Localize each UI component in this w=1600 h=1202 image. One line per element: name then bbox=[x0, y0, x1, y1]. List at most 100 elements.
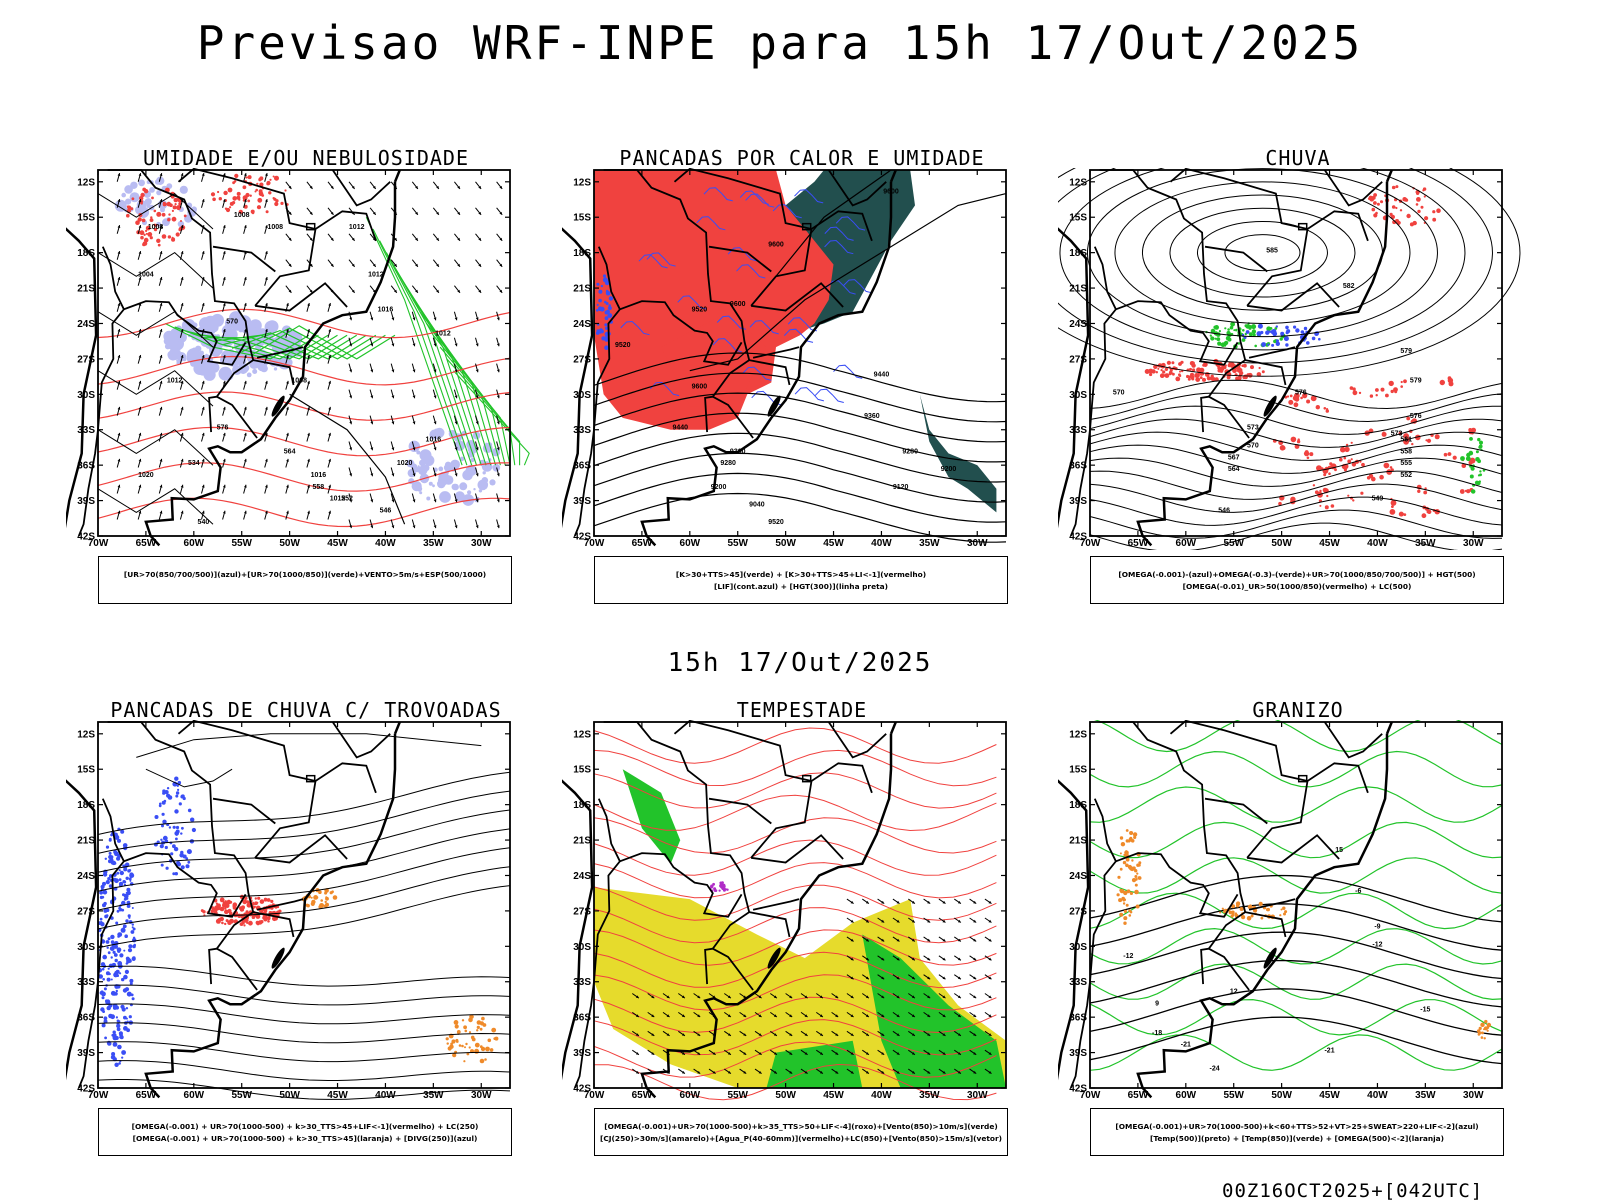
height-label: 9440 bbox=[874, 372, 890, 379]
omega-shade-orange bbox=[1247, 904, 1253, 910]
border-line bbox=[1169, 720, 1308, 782]
omega-shade-orange bbox=[1122, 860, 1127, 865]
federal-district bbox=[1297, 774, 1308, 783]
lon-tick-label: 65W bbox=[136, 538, 157, 549]
wind-vector-head bbox=[865, 976, 869, 980]
lon-tick-label: 30W bbox=[471, 1090, 492, 1101]
thickness-label-red bbox=[284, 189, 287, 192]
lon-tick-label: 65W bbox=[632, 1090, 653, 1101]
divergence-shade-blue bbox=[172, 844, 176, 849]
divergence-shade-blue bbox=[112, 1005, 117, 1010]
divergence-shade-blue bbox=[106, 1040, 111, 1045]
wind-vector-head bbox=[307, 380, 310, 384]
wind-vector-head bbox=[758, 995, 762, 999]
rain-shade-red bbox=[1330, 504, 1335, 508]
isobar-label: 1020 bbox=[138, 472, 154, 479]
divergence-shade-blue bbox=[101, 895, 105, 899]
wind-vector-head bbox=[286, 406, 289, 410]
wind-vector-head bbox=[789, 1014, 793, 1017]
humidity-shade-blue bbox=[121, 192, 126, 198]
divergence-shade-blue bbox=[124, 969, 129, 974]
height-label: 9120 bbox=[893, 484, 909, 491]
thunderstorm-shade-orange bbox=[320, 899, 323, 902]
omega-shade-orange bbox=[1138, 863, 1141, 867]
omega-shade-green bbox=[1274, 327, 1278, 330]
wind-vector-head bbox=[309, 263, 313, 267]
wind-vector-head bbox=[927, 957, 931, 961]
isobar-label: 558 bbox=[313, 484, 325, 491]
wind-vector-head bbox=[478, 289, 482, 293]
wind-vector-head bbox=[307, 484, 310, 488]
thickness-label-red bbox=[149, 236, 153, 240]
divergence-shade-blue bbox=[174, 809, 179, 814]
geopotential-contour bbox=[1058, 168, 1521, 377]
omega-shade-green bbox=[1214, 337, 1217, 340]
severe-storm-purple bbox=[714, 889, 718, 892]
wind-vector-head bbox=[635, 1071, 639, 1074]
humidity-shade-blue bbox=[423, 455, 435, 466]
rain-shade-red bbox=[1375, 394, 1378, 397]
omega-shade-green bbox=[1476, 481, 1481, 486]
rain-shade-red bbox=[1187, 377, 1191, 381]
thickness-label-red bbox=[142, 242, 146, 247]
isobar-label: 540 bbox=[198, 519, 210, 526]
wind-vector-head bbox=[973, 957, 977, 961]
wind-vector-head bbox=[957, 1033, 961, 1036]
lon-tick-label: 30W bbox=[967, 1090, 988, 1101]
rain-shade-red bbox=[1195, 377, 1201, 382]
thunderstorm-shade-red bbox=[242, 899, 248, 905]
wind-vector-head bbox=[973, 1052, 977, 1055]
omega-shade-green bbox=[1470, 466, 1475, 471]
lat-tick-label: 21S bbox=[1069, 284, 1087, 295]
wind-vector-head bbox=[773, 995, 777, 999]
lat-tick-label: 39S bbox=[573, 496, 591, 507]
wind-vector-head bbox=[804, 995, 808, 999]
lon-tick-label: 35W bbox=[1415, 1090, 1436, 1101]
divergence-shade-blue bbox=[114, 958, 118, 963]
wind-vector-head bbox=[328, 355, 331, 358]
wind-vector-head bbox=[743, 1052, 747, 1055]
divergence-shade-blue bbox=[126, 957, 131, 963]
thunderstorm-shade-red bbox=[267, 898, 270, 902]
wind-vector-head bbox=[911, 1071, 915, 1074]
thickness-label-red bbox=[126, 213, 130, 218]
lifted-index-contour-blue bbox=[604, 323, 608, 327]
divergence-shade-blue bbox=[128, 877, 132, 881]
wind-vector-head bbox=[457, 263, 460, 267]
wind-vector-head bbox=[138, 406, 142, 410]
humidity-shade-blue bbox=[246, 372, 252, 378]
wind-vector-head bbox=[286, 303, 289, 306]
geopotential-contour bbox=[1224, 234, 1301, 272]
plot-frame bbox=[1089, 169, 1503, 537]
wind-vector-head bbox=[349, 395, 353, 399]
lat-tick-label: 12S bbox=[77, 729, 95, 740]
divergence-shade-blue bbox=[114, 878, 119, 884]
wind-vector-head bbox=[758, 1033, 762, 1036]
lifted-index-contour-blue bbox=[602, 274, 607, 278]
streamline-250 bbox=[97, 1003, 511, 1025]
wind-vector-head bbox=[865, 919, 869, 923]
divergence-shade-blue bbox=[109, 946, 115, 951]
lifted-index-contour-blue bbox=[604, 300, 607, 304]
lat-tick-label: 24S bbox=[1069, 319, 1087, 330]
lat-tick-label: 36S bbox=[77, 461, 95, 472]
wind-vector-head bbox=[265, 277, 268, 280]
federal-district bbox=[305, 774, 316, 783]
wind-vector-head bbox=[138, 277, 142, 280]
thunderstorm-shade-red bbox=[263, 917, 268, 922]
wind-vector-head bbox=[773, 1033, 777, 1036]
thickness-label-red bbox=[141, 218, 146, 223]
divergence-shade-blue bbox=[130, 873, 133, 876]
streamline-250 bbox=[97, 1022, 511, 1044]
thickness-label-red bbox=[232, 201, 236, 205]
wind-vector-head bbox=[201, 173, 205, 177]
rain-shade-red bbox=[1288, 399, 1294, 405]
thunderstorm-shade-red bbox=[224, 900, 227, 903]
omega-shade-orange bbox=[1123, 921, 1127, 925]
rain-shade-red bbox=[1466, 489, 1471, 494]
streamline-250 bbox=[97, 790, 511, 854]
wind-vector-head bbox=[201, 303, 205, 306]
wind-vector-head bbox=[349, 369, 353, 373]
geopotential-contour bbox=[1169, 207, 1356, 298]
divergence-shade-blue bbox=[113, 850, 118, 854]
